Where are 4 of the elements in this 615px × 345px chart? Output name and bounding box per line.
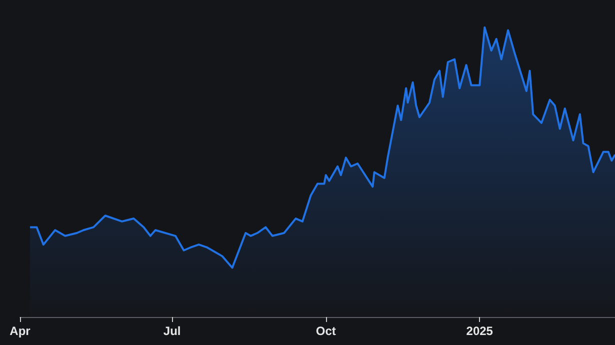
x-tick-label: Apr [10,324,31,338]
x-tick-label: Jul [163,324,181,338]
x-tick-label: Oct [316,324,336,338]
x-tick-label: 2025 [466,324,494,338]
